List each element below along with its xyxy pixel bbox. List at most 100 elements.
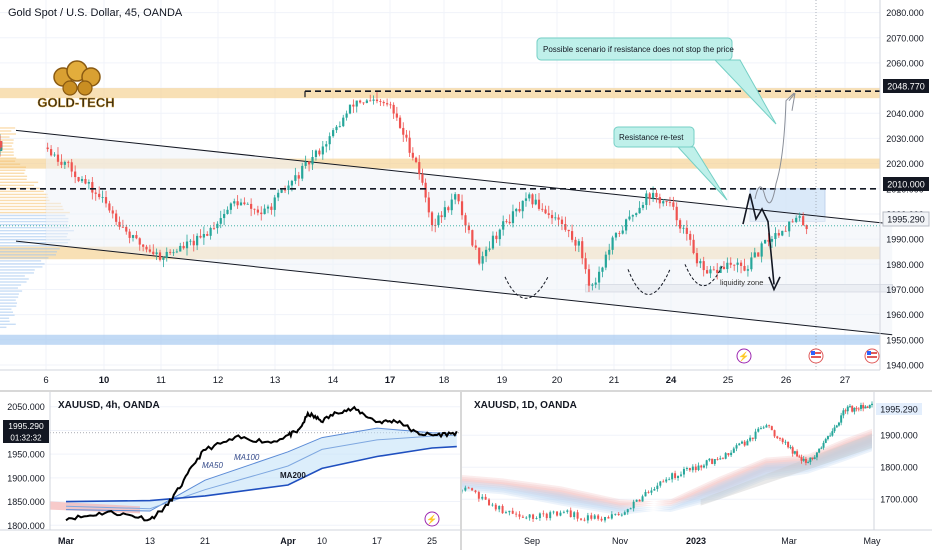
candle-body: [87, 182, 90, 184]
volume-bar: [0, 178, 27, 181]
candle-body: [314, 150, 318, 157]
candle-body: [550, 214, 554, 219]
candle-body: [656, 485, 659, 490]
y-tick-label: 1950.000: [7, 450, 45, 460]
candle-body: [628, 216, 631, 220]
candle-body: [477, 492, 480, 499]
candle-body: [762, 427, 765, 429]
candle-body: [398, 117, 402, 128]
candle-body: [290, 180, 294, 186]
main-chart[interactable]: 1940.000 1950.000 1960.000 1970.000 1980.000…: [0, 0, 932, 390]
price-tag-2010: 2010.000: [883, 177, 929, 191]
y-tick-label: 1940.000: [886, 360, 924, 370]
volume-bar: [0, 251, 57, 253]
candle-body: [206, 234, 209, 236]
candle-body: [835, 425, 838, 428]
candle-body: [60, 161, 63, 165]
price-line: [65, 405, 458, 522]
candle-body: [644, 491, 647, 497]
volume-bar: [0, 160, 16, 162]
volume-bar: [0, 157, 17, 159]
candle-body: [680, 474, 683, 476]
x-tick-label: 18: [439, 375, 450, 386]
candle-body: [556, 511, 559, 516]
candle-body: [773, 430, 776, 437]
candle-body: [155, 252, 158, 255]
candle-body: [508, 221, 511, 224]
volume-bar: [0, 254, 56, 256]
candle-body: [807, 462, 810, 463]
candle-body: [311, 156, 314, 165]
candle-body: [491, 235, 495, 249]
candle-body: [464, 215, 467, 226]
volume-bar: [0, 266, 43, 268]
candle-body: [91, 182, 94, 193]
candle-body: [699, 261, 702, 264]
event-icons[interactable]: ⚡: [736, 348, 880, 364]
sub-chart-1d[interactable]: 1700.000 1800.000 1900.000 Sep Nov 2023 Mar May…: [462, 392, 932, 550]
panel-divider-vertical[interactable]: [460, 392, 462, 550]
candle-body: [591, 284, 594, 286]
lightning-glyph: ⚡: [426, 514, 437, 526]
candle-body: [411, 152, 414, 158]
candle-body: [212, 227, 216, 229]
candle-body: [722, 266, 726, 270]
candle-body: [804, 458, 807, 463]
candle-body: [534, 199, 537, 205]
price-tag-4h-text: 1995.290: [8, 421, 44, 431]
candle-body: [791, 447, 794, 454]
candle-body: [577, 241, 580, 246]
volume-bar: [0, 235, 67, 238]
candle-body: [604, 254, 607, 268]
x-tick-label: 13: [270, 375, 281, 386]
candle-body: [521, 516, 524, 518]
candle-body: [724, 453, 727, 459]
volume-bar: [0, 205, 63, 208]
candle-body: [702, 261, 705, 271]
candle-body: [541, 208, 544, 210]
candle-body: [253, 208, 256, 210]
volume-bar: [0, 127, 16, 129]
candle-body: [552, 511, 555, 513]
volume-bar: [0, 326, 7, 329]
candle-body: [246, 203, 249, 205]
candle-body: [199, 235, 202, 238]
candle-body: [820, 447, 823, 449]
candle-body: [219, 218, 222, 224]
volume-bar: [0, 208, 64, 211]
y-tick-label: 1900.000: [880, 431, 918, 441]
candle-body: [647, 491, 650, 493]
lightning-icon[interactable]: [736, 348, 752, 364]
panel-divider[interactable]: [0, 390, 932, 392]
candle-body: [216, 223, 219, 229]
y-tick-label: 1970.000: [886, 285, 924, 295]
candle-body: [233, 201, 236, 204]
x-tick-label: 10: [99, 375, 110, 386]
lightning-icon[interactable]: [424, 511, 440, 527]
candle-body: [711, 458, 714, 464]
volume-bar: [0, 217, 69, 220]
candle-body: [0, 141, 3, 146]
candle-body: [631, 215, 634, 217]
candle-body: [573, 512, 576, 518]
candle-body: [488, 499, 491, 506]
volume-bar: [0, 290, 23, 292]
candle-body: [111, 210, 114, 214]
candle-body: [641, 496, 644, 502]
volume-bar: [0, 181, 39, 184]
candle-body: [740, 441, 743, 444]
candle-body: [118, 221, 121, 227]
candle-body: [784, 230, 787, 232]
candle-body: [587, 269, 591, 286]
candle-body: [421, 174, 424, 183]
candle-body: [538, 513, 541, 519]
volume-bar: [0, 299, 16, 301]
candle-body: [77, 177, 80, 182]
candle-body: [498, 505, 501, 510]
candle-body: [727, 453, 730, 456]
x-tick-label: 11: [156, 375, 166, 386]
volume-bar: [0, 239, 71, 241]
sub-chart-4h[interactable]: 1800.000 1850.000 1900.000 1950.000 2050.000…: [0, 392, 460, 550]
candle-body: [665, 479, 668, 482]
countdown-text: 01:32:32: [10, 434, 42, 443]
